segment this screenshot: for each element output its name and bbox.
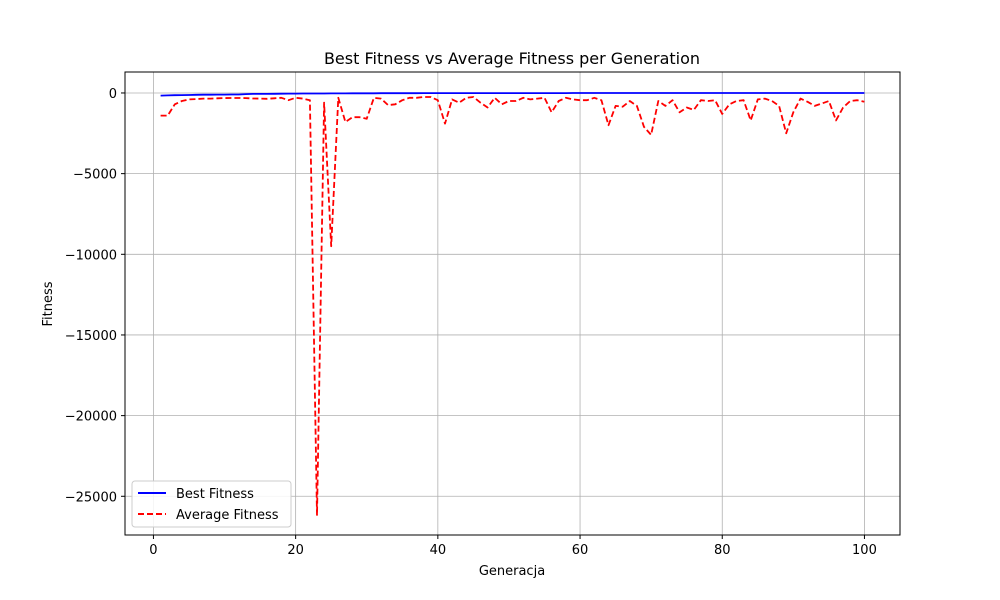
y-tick-label: −10000 [65,248,117,263]
legend-label-average-fitness: Average Fitness [176,508,279,523]
y-tick-label: −25000 [65,490,117,505]
legend-label-best-fitness: Best Fitness [176,487,254,502]
legend-box [131,480,292,528]
x-tick-label: 100 [852,543,877,558]
y-tick-label: 0 [109,87,117,102]
y-tick-label: −15000 [65,329,117,344]
x-tick-label: 40 [430,543,447,558]
x-tick-label: 80 [714,543,731,558]
x-tick-label: 60 [572,543,589,558]
y-axis-label: Fitness [41,281,56,326]
y-tick-label: −20000 [65,410,117,425]
plot-frame [124,71,901,536]
axis-ticks: 0 20 40 60 80 100 0 −5000 −10000 −15000 −20000 −250… [65,87,877,558]
x-axis-label: Generacja [479,564,545,579]
y-tick-label: −5000 [73,168,117,183]
x-tick-label: 20 [287,543,304,558]
series-layer [160,92,865,517]
series-line-best-fitness [160,92,865,97]
series-line-average-fitness [160,96,865,517]
legend: Best Fitness Average Fitness [131,480,292,528]
chart-title: Best Fitness vs Average Fitness per Gene… [324,49,700,68]
x-tick-label: 0 [149,543,157,558]
